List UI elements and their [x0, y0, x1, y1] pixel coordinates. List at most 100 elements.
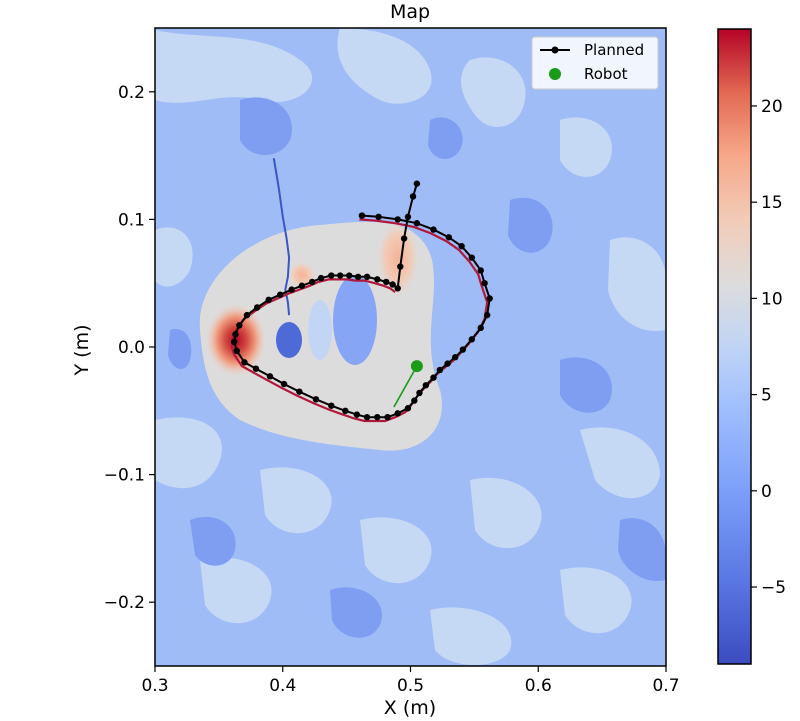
planned-path-point	[243, 311, 251, 319]
chart-title: Map	[390, 1, 430, 23]
planned-path-point	[468, 254, 476, 261]
robot-heading-line	[393, 365, 418, 408]
planned-path-point	[383, 278, 390, 286]
planned-path-point	[409, 193, 417, 200]
colorbar-tick-label: 15	[761, 193, 783, 213]
planned-path-point	[394, 216, 401, 223]
planned-path-point	[358, 212, 366, 219]
planned-path-point	[413, 220, 421, 227]
planned-path-point	[444, 360, 451, 367]
planned-path-point	[374, 276, 381, 283]
planned-path-point	[328, 272, 335, 279]
colorbar-gradient	[717, 28, 752, 665]
planned-path-point	[308, 278, 316, 286]
y-tick-label: 0.1	[118, 210, 145, 230]
planned-path-point	[354, 273, 362, 281]
y-tick-label: 0.0	[118, 338, 145, 358]
planned-path-point	[233, 347, 240, 355]
planned-path-point	[483, 311, 491, 319]
x-tick-label: 0.4	[269, 676, 296, 696]
planned-path-point	[353, 411, 361, 418]
planned-path-point	[481, 280, 488, 287]
colorbar-tick-label: 5	[761, 386, 772, 406]
planned-path-point	[363, 273, 371, 281]
planned-path-point	[416, 389, 423, 397]
planned-path-point	[254, 304, 261, 311]
field-dark-blobs	[168, 97, 666, 638]
planned-path-layer	[231, 180, 493, 421]
planned-path-point	[404, 213, 412, 221]
planned-path-point	[394, 285, 401, 292]
planned-path-point	[328, 402, 335, 409]
planned-path-point	[280, 380, 288, 388]
planned-path-point	[430, 374, 437, 381]
planned-path-point	[458, 242, 465, 250]
planned-path-point	[342, 407, 349, 414]
planned-path-point	[452, 354, 459, 361]
planned-path-point	[468, 336, 476, 343]
x-tick-label: 0.6	[525, 676, 552, 696]
planned-path-point	[363, 413, 371, 421]
robot-layer	[393, 360, 423, 408]
x-tick-label: 0.3	[141, 676, 168, 696]
planned-path-point	[317, 274, 325, 282]
reference-path-line	[272, 158, 291, 316]
legend: Planned Robot	[531, 36, 659, 90]
planned-path-point	[411, 397, 418, 404]
legend-robot-marker	[549, 68, 561, 80]
planned-path-point	[265, 296, 272, 303]
planned-path-point	[337, 272, 344, 279]
colorbar-tick-label: 10	[761, 289, 783, 309]
planned-path-point	[298, 282, 306, 289]
reference-path-layer	[272, 158, 291, 316]
planned-path-point	[436, 366, 444, 374]
planned-path-point	[312, 396, 320, 403]
field-inner-low	[276, 322, 302, 358]
desired-path-layer	[230, 218, 489, 423]
legend-robot-label: Robot	[584, 65, 628, 83]
planned-path-point	[345, 272, 353, 279]
planned-path-point	[422, 382, 430, 389]
field-light-blobs	[155, 28, 666, 665]
robot-marker	[410, 360, 423, 373]
colorbar-tick-label: 20	[761, 97, 783, 117]
colorbar-ticks: 20 15 10 5 0 −5	[751, 97, 786, 598]
legend-planned-marker	[551, 46, 559, 54]
colorbar: 20 15 10 5 0 −5	[717, 28, 786, 665]
planned-path-point	[231, 338, 238, 346]
x-axis-label: X (m)	[384, 697, 436, 719]
y-axis-ticks: 0.2 0.1 0.0 −0.1 −0.2	[104, 83, 155, 613]
planned-path-point	[459, 346, 467, 353]
y-tick-label: −0.1	[104, 466, 145, 486]
planned-path-point	[375, 213, 382, 221]
planned-path-point	[413, 180, 421, 187]
y-tick-label: −0.2	[104, 593, 145, 613]
planned-path-point	[276, 291, 284, 298]
planned-path-point	[241, 359, 248, 366]
desired-path-line	[230, 218, 489, 423]
plot-area	[155, 28, 666, 666]
planned-path-point	[397, 263, 404, 270]
planned-path-point	[252, 365, 260, 372]
colorbar-tick-label: −5	[761, 578, 786, 598]
x-tick-label: 0.5	[397, 676, 424, 696]
x-tick-label: 0.7	[652, 676, 679, 696]
planned-path-point	[486, 295, 493, 302]
planned-path-point	[236, 322, 243, 329]
legend-planned-label: Planned	[584, 41, 644, 59]
planned-path-point	[394, 410, 401, 417]
planned-path-point	[384, 413, 391, 421]
field-warm-peak	[376, 218, 420, 298]
planned-path-point	[232, 331, 239, 338]
field-inner-blue	[333, 275, 377, 365]
planned-path-point	[477, 324, 484, 332]
planned-path-point	[477, 267, 484, 274]
planned-path-point	[389, 281, 396, 288]
colorbar-tick-label: 0	[761, 482, 772, 502]
y-tick-label: 0.2	[118, 83, 145, 103]
y-axis-label: Y (m)	[71, 325, 93, 377]
planned-path-point	[296, 388, 303, 395]
planned-path-point	[430, 226, 437, 233]
planned-path-point	[400, 235, 408, 242]
